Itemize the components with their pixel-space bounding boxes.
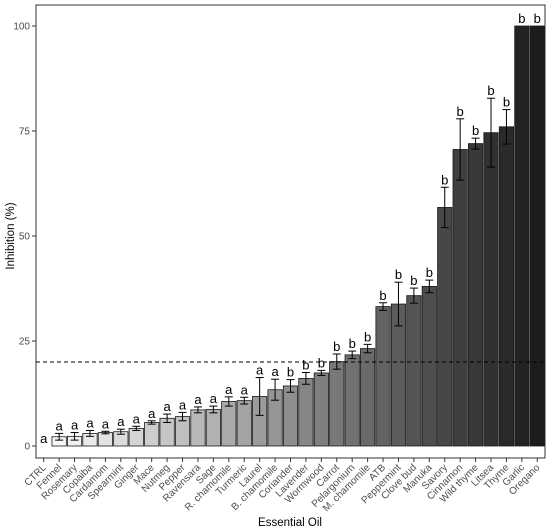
bar — [529, 25, 545, 447]
significance-label: b — [534, 11, 541, 26]
significance-label: a — [210, 391, 218, 406]
bar — [498, 126, 515, 447]
significance-label: a — [133, 411, 141, 426]
bar — [437, 207, 453, 447]
significance-label: b — [395, 267, 402, 282]
y-tick-label: 100 — [13, 22, 30, 33]
significance-label: b — [503, 95, 510, 110]
bar — [375, 306, 391, 447]
bar — [128, 427, 144, 447]
significance-label: a — [148, 406, 156, 421]
significance-label: b — [379, 288, 386, 303]
bar — [421, 285, 437, 447]
significance-label: b — [457, 104, 464, 119]
significance-label: a — [256, 363, 264, 378]
bar — [282, 385, 299, 447]
bar — [329, 361, 345, 447]
significance-label: a — [86, 415, 94, 430]
bar — [313, 372, 329, 447]
significance-label: a — [225, 382, 233, 397]
y-tick-label: 0 — [24, 442, 30, 453]
significance-label: b — [426, 265, 433, 280]
significance-label: a — [271, 364, 279, 379]
significance-label: a — [179, 397, 187, 412]
y-tick-label: 75 — [19, 127, 31, 138]
significance-label: a — [56, 418, 64, 433]
bar — [205, 409, 221, 447]
significance-label: a — [117, 414, 125, 429]
significance-label: b — [287, 365, 294, 380]
error-bars-group — [55, 97, 511, 441]
y-tick-label: 25 — [19, 337, 31, 348]
bar — [144, 422, 160, 447]
bar — [360, 348, 376, 447]
bar — [298, 377, 314, 447]
bar — [468, 143, 484, 447]
significance-label: b — [349, 336, 356, 351]
significance-label: a — [40, 431, 48, 446]
bar — [236, 400, 252, 447]
y-tick-label: 50 — [19, 232, 31, 243]
significance-label: b — [472, 123, 479, 138]
x-axis: CTRLFennelRosemaryCopaibaCardamomSpearmi… — [23, 458, 543, 514]
x-axis-title: Essential Oil — [258, 517, 322, 529]
significance-label: b — [318, 355, 325, 370]
y-axis: 0 25 50 75 100 — [13, 22, 36, 453]
significance-label: a — [241, 382, 249, 397]
bars-group — [51, 25, 545, 447]
significance-label: b — [410, 273, 417, 288]
significance-label: b — [487, 83, 494, 98]
bar — [406, 295, 422, 447]
bar — [97, 432, 113, 447]
significance-label: b — [302, 358, 309, 373]
bar — [483, 132, 499, 447]
y-axis-title: Inhibition (%) — [5, 202, 17, 269]
significance-label: a — [102, 416, 110, 431]
bar — [514, 25, 530, 447]
bar — [190, 409, 206, 447]
significance-label: b — [364, 329, 371, 344]
significance-label: a — [71, 418, 79, 433]
bar — [221, 401, 237, 447]
significance-label: a — [163, 399, 171, 414]
significance-label: b — [441, 172, 448, 187]
significance-label: a — [194, 392, 202, 407]
bar — [452, 149, 468, 447]
significance-label: b — [518, 11, 525, 26]
significance-label: b — [333, 339, 340, 354]
bar — [344, 354, 360, 447]
